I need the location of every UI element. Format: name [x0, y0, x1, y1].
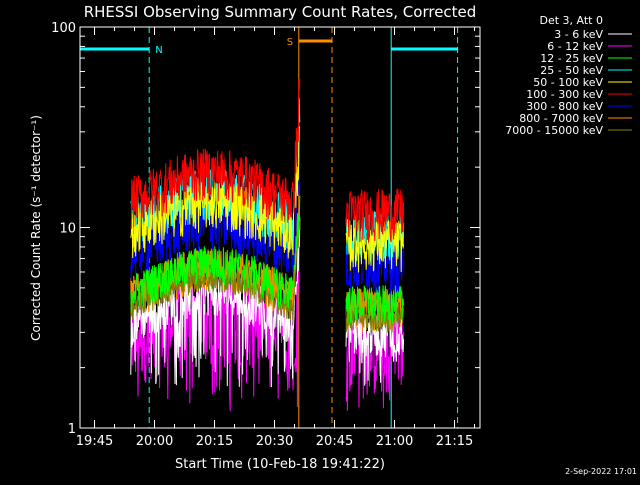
- x-tick-label: 20:30: [256, 434, 293, 449]
- x-tick-label: 20:45: [316, 434, 353, 449]
- series-line: [130, 126, 301, 259]
- legend-entry-label: 7000 - 15000 keV: [505, 124, 603, 137]
- x-tick-label: 21:00: [376, 434, 413, 449]
- series-line: [345, 312, 405, 386]
- data-layer: [130, 79, 405, 412]
- series-group: [130, 79, 405, 243]
- axes-layer: 19:45 20:00 20:15 20:30 20:45 21:00 21:15 1 10 10…: [51, 21, 481, 449]
- legend-entry-label: 3 - 6 keV: [554, 28, 603, 41]
- x-tick-label: 21:15: [436, 434, 473, 449]
- legend-entry-label: 800 - 7000 keV: [519, 112, 603, 125]
- legend-entry-label: 100 - 300 keV: [526, 88, 603, 101]
- series-line: [345, 188, 405, 243]
- chart-title: RHESSI Observing Summary Count Rates, Co…: [84, 3, 477, 21]
- x-axis-label: Start Time (10-Feb-18 19:41:22): [175, 457, 385, 472]
- y-axis-label: Corrected Count Rate (s⁻¹ detector⁻¹): [29, 115, 43, 341]
- series-line: [130, 217, 301, 388]
- series-group: [130, 195, 405, 326]
- legend-entry-label: 300 - 800 keV: [526, 100, 603, 113]
- x-tick-label: 20:15: [196, 434, 233, 449]
- legend-entry-label: 6 - 12 keV: [547, 40, 603, 53]
- series-group: [130, 217, 405, 388]
- x-tick-label: 19:45: [76, 434, 113, 449]
- legend-entry-label: 12 - 25 keV: [540, 52, 603, 65]
- flag-label: S: [287, 37, 293, 48]
- legend-entry-label: 50 - 100 keV: [533, 76, 603, 89]
- legend-entry-label: 25 - 50 keV: [540, 64, 603, 77]
- y-tick-label: 1: [68, 422, 76, 437]
- legend-header: Det 3, Att 0: [540, 14, 604, 27]
- x-tick-label: 20:00: [136, 434, 173, 449]
- flag-label: N: [155, 45, 162, 56]
- series-line: [345, 285, 405, 326]
- series-line: [130, 164, 301, 281]
- series-line: [130, 79, 301, 229]
- date-stamp: 2-Sep-2022 17:01: [565, 467, 637, 476]
- series-line: [130, 195, 301, 313]
- y-tick-label: 10: [59, 222, 76, 237]
- y-tick-label: 100: [51, 21, 76, 36]
